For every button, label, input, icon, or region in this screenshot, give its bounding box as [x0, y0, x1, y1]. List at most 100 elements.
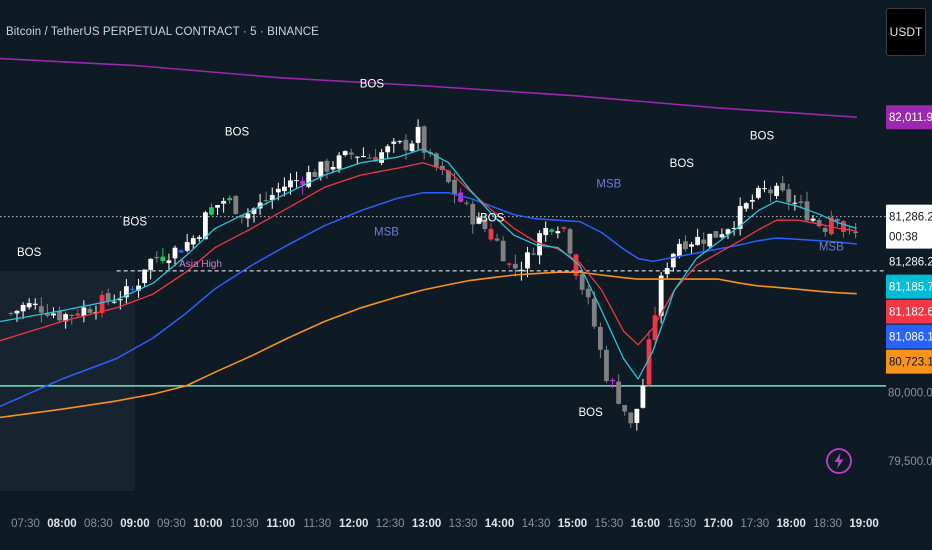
candle-body: [719, 234, 725, 238]
x-tick-label: 10:00: [193, 518, 222, 530]
candle-body: [202, 212, 208, 240]
candle-body: [227, 198, 233, 201]
candle-body: [701, 239, 707, 244]
ema-slow-line: [0, 192, 857, 408]
candle-body: [14, 310, 20, 314]
candle-body: [537, 233, 543, 256]
candle-body: [500, 240, 506, 262]
candle-body: [99, 294, 105, 314]
candle-body: [555, 231, 561, 234]
candle-body: [646, 339, 652, 385]
candle-body: [683, 241, 688, 250]
annotation-msb: MSB: [596, 178, 621, 190]
candle-body: [737, 205, 743, 230]
candles: [8, 119, 859, 431]
candle-body: [482, 219, 488, 230]
candle-body: [385, 146, 391, 153]
x-tick-label: 10:30: [230, 518, 259, 530]
candle-body: [494, 238, 500, 241]
candle-body: [81, 307, 87, 317]
candle-body: [166, 260, 172, 263]
candle-body: [288, 180, 293, 188]
candle-body: [148, 258, 154, 270]
candle-body: [111, 301, 117, 303]
candle-body: [652, 315, 658, 341]
candle-body: [239, 215, 245, 218]
candle-body: [294, 180, 299, 182]
candle-body: [549, 229, 555, 232]
candle-body: [488, 228, 494, 240]
candle-body: [446, 170, 451, 183]
reference-lines: [0, 216, 886, 387]
price-label-box: [886, 274, 932, 299]
price-label-box: [886, 299, 932, 324]
annotation-bos: BOS: [17, 247, 42, 259]
candle-body: [373, 156, 378, 162]
candle-body: [604, 349, 609, 381]
candle-body: [178, 250, 184, 253]
candle-body: [792, 202, 798, 204]
currency-button[interactable]: USDT: [886, 8, 926, 56]
annotation-bos: BOS: [750, 130, 775, 142]
candle-body: [142, 269, 148, 284]
candle-body: [233, 195, 239, 215]
countdown-label: 00:38: [889, 232, 918, 244]
candle-body: [616, 381, 622, 404]
candle-body: [69, 314, 75, 316]
candle-body: [755, 187, 761, 198]
candle-body: [841, 220, 846, 233]
candle-body: [269, 195, 275, 201]
candle-body: [658, 275, 664, 316]
candle-body: [853, 231, 859, 234]
candle-body: [585, 288, 591, 298]
price-label-box: [886, 204, 932, 249]
candle-body: [403, 139, 409, 151]
price-label-box: [886, 249, 932, 274]
candle-body: [561, 227, 567, 229]
candle-body: [221, 200, 227, 204]
candle-body: [57, 310, 62, 321]
price-label: 81,185.7: [889, 282, 932, 294]
candle-body: [123, 286, 129, 298]
candle-body: [731, 227, 737, 229]
annotation-bos: BOS: [579, 407, 604, 419]
x-tick-label: 15:00: [558, 518, 587, 530]
candle-body: [336, 155, 342, 169]
annotation-bos: BOS: [480, 213, 505, 225]
lightning-icon[interactable]: [825, 447, 853, 475]
ema-fast-line: [0, 148, 857, 380]
annotation-msb: MSB: [374, 226, 399, 238]
candle-body: [512, 263, 518, 269]
y-tick-label: 80,000.0: [888, 388, 932, 400]
candle-body: [689, 244, 694, 247]
candle-body: [190, 238, 196, 245]
price-label: 82,011.9: [889, 112, 932, 124]
candle-body: [275, 188, 281, 193]
candle-body: [251, 208, 257, 214]
candle-body: [804, 201, 810, 221]
candle-body: [409, 143, 415, 152]
candle-body: [579, 274, 585, 290]
candle-body: [664, 268, 670, 275]
price-label: 81,182.6: [889, 307, 932, 319]
candle-body: [810, 218, 816, 221]
candle-body: [786, 189, 792, 203]
candle-body: [8, 312, 14, 314]
price-label: 81,286.2: [889, 212, 932, 224]
candle-body: [257, 202, 263, 209]
candle-body: [136, 285, 141, 291]
candle-body: [670, 253, 676, 268]
candle-body: [749, 200, 755, 202]
candle-body: [768, 189, 773, 194]
candle-body: [628, 412, 634, 424]
candle-body: [38, 306, 44, 313]
candle-body: [87, 309, 93, 313]
candle-body: [160, 256, 166, 262]
x-tick-label: 07:30: [11, 518, 40, 530]
price-label: 80,723.1: [889, 357, 932, 369]
annotation-bos: BOS: [360, 78, 385, 90]
candle-body: [506, 263, 512, 265]
candle-body: [20, 304, 26, 312]
candle-body: [610, 379, 615, 382]
